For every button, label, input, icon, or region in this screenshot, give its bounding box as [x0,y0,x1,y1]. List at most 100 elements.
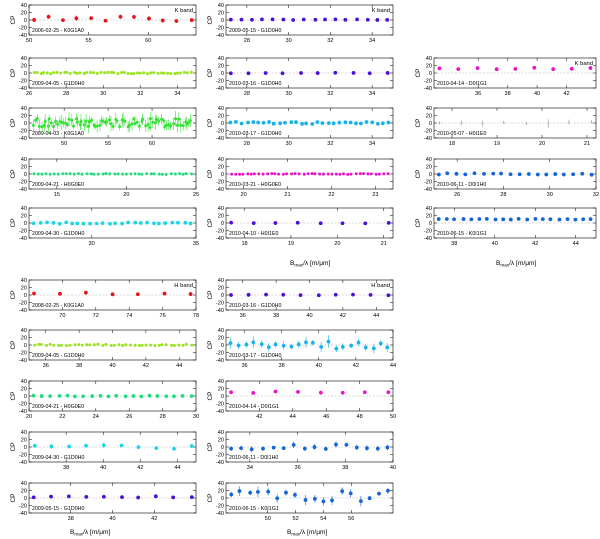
data-point [302,172,306,176]
data-point [132,72,136,76]
data-point [256,489,260,494]
data-point [153,494,158,499]
data-point [365,17,370,22]
data-point [385,445,390,450]
data-point [88,70,92,74]
data-point [318,390,323,395]
data-point [137,124,141,128]
data-point [445,171,450,176]
data-point [175,123,179,127]
data-point [266,172,270,176]
data-point [133,122,137,126]
x-tick-label: 42 [151,516,157,522]
panel-h9: -40-20 020 40 34 36 38 40 CP 2010-06-11 - D0I1H0 [207,430,396,471]
x-tick-label: 42 [143,363,149,369]
y-tick-label: 20 [218,438,224,444]
data-point [106,394,111,399]
data-point [78,123,82,127]
data-point [302,446,307,451]
data-point [137,343,141,347]
y-tick-label: -40 [19,409,27,415]
y-tick-label: -20 [424,229,432,235]
data-point [172,343,176,347]
data-point [173,172,177,176]
x-tick-label: 40 [100,465,106,471]
data-point [178,71,182,75]
data-point [293,172,297,176]
data-point [312,496,317,501]
data-point [148,125,152,129]
y-tick-label: 20 [218,114,224,120]
axes-frame [225,329,394,361]
data-point [101,494,106,499]
panel-label: 2009-04-30 - G1D0H0 [32,231,84,237]
data-point [80,343,84,347]
data-point [58,291,62,296]
data-point [169,72,173,76]
data-point [261,172,265,176]
data-point [172,446,176,451]
data-point [321,499,326,504]
axes-frame [433,207,597,239]
y-tick-label: 0 [24,172,27,178]
data-point [533,217,538,221]
data-point [107,118,111,122]
data-point [55,70,59,74]
y-tick-label: 0 [24,71,27,77]
y-tick-label: 0 [221,18,224,24]
data-point [147,16,151,21]
data-point [588,66,593,70]
x-tick-label: 44 [174,465,180,471]
data-point [124,172,128,176]
x-tick-label: 40 [534,91,540,97]
data-point [42,71,46,75]
data-point [378,341,383,346]
y-tick-label: 0 [221,496,224,502]
y-tick-label: -40 [216,308,224,314]
data-point [187,121,191,125]
axes-frame [28,57,197,89]
y-tick-label: 20 [218,11,224,17]
x-tick-label: 34 [174,91,180,97]
data-point [99,70,103,74]
y-tick-label: -20 [216,402,224,408]
data-point [270,172,274,176]
y-tick-label: 40 [21,379,27,385]
x-axis-label: Bmax/λ [m/μm] [496,260,537,268]
data-point [138,221,143,225]
data-point [100,221,105,226]
x-tick-label: 18 [449,141,455,147]
data-point [296,390,300,394]
data-point [95,71,99,75]
data-point [32,291,36,296]
y-axis-label: CP [207,15,214,24]
data-point [98,393,103,398]
x-tick-label: 20 [334,241,340,247]
axes-frame [28,107,197,139]
data-point [132,15,136,19]
axes-frame [28,207,197,239]
x-tick-label: 72 [93,313,99,319]
y-tick-label: -20 [19,26,27,32]
data-point [349,343,354,348]
y-tick-label: 20 [218,489,224,495]
panel-label: 2009-05-15 - G1D0H0 [229,28,281,34]
data-point [75,71,79,75]
data-point [359,499,363,504]
data-point [273,342,278,347]
data-point [144,343,148,347]
data-point [310,122,315,126]
y-tick-label: 0 [24,496,27,502]
data-point [120,71,124,75]
data-point [385,17,390,22]
y-tick-label: -40 [216,236,224,242]
data-point [348,120,353,125]
x-tick-label: 34 [369,141,375,147]
data-point [64,344,68,348]
x-axis-label: Bmax/λ [m/μm] [70,529,111,537]
data-point [330,498,334,503]
data-point [32,71,36,75]
band-label: K band [372,8,390,14]
data-point [103,18,108,23]
data-point [444,217,449,221]
